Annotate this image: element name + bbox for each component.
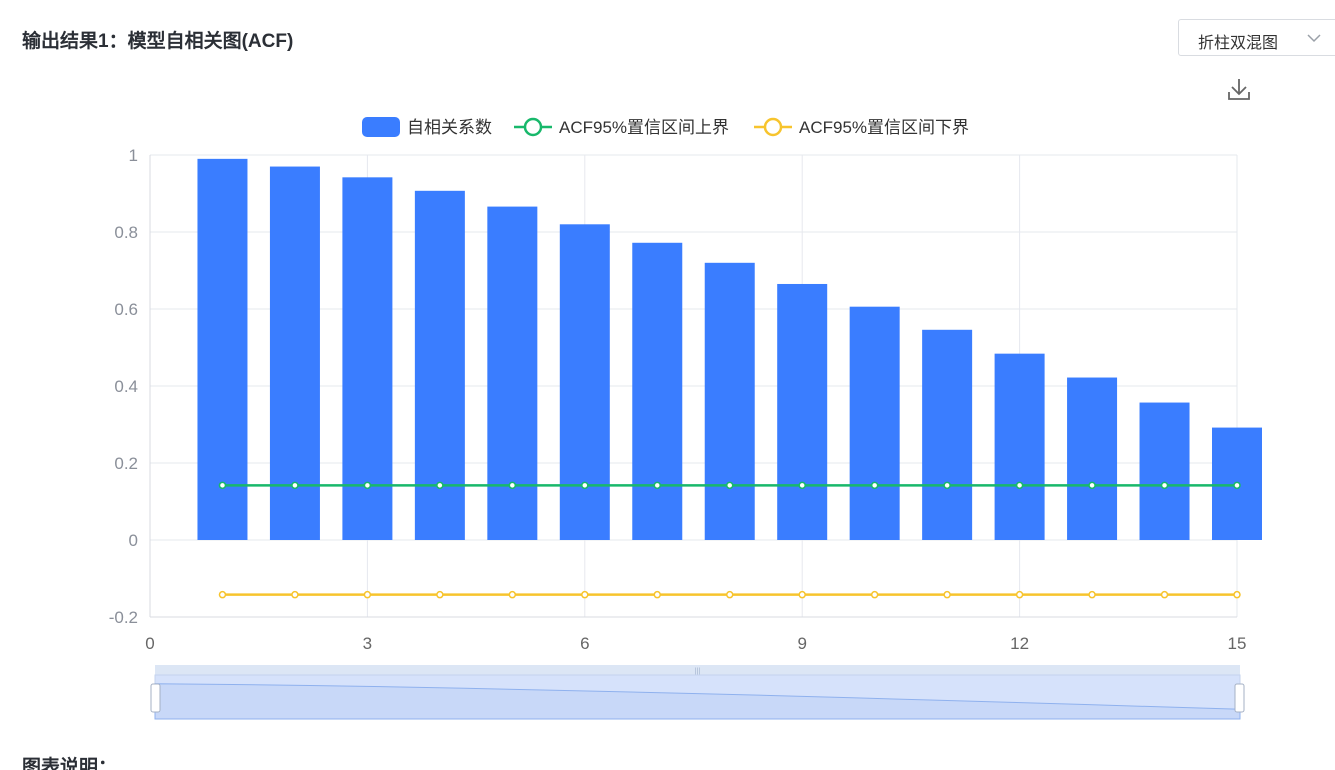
x-tick-label: 0 [145, 634, 154, 653]
y-tick-label: 0.6 [114, 300, 138, 319]
acf-bar [487, 206, 538, 540]
legend-swatch-acf [362, 117, 400, 137]
slider-left-handle [150, 683, 161, 713]
lower-bound-point [725, 590, 734, 599]
lower-bound-point [653, 590, 662, 599]
lower-bound-point [291, 590, 299, 599]
x-tick-label: 12 [1010, 634, 1029, 653]
data-zoom-slider[interactable]: ||| [150, 665, 1245, 720]
y-tick-label: -0.2 [109, 608, 138, 627]
line-series [218, 481, 1241, 599]
x-tick-label: 9 [797, 634, 806, 653]
acf-bar [849, 306, 900, 540]
acf-bar [1139, 402, 1190, 540]
chevron-down-icon [1307, 34, 1321, 43]
lower-bound-point [581, 590, 589, 599]
acf-bar [269, 166, 320, 541]
chart-type-select[interactable]: 折柱双混图 [1178, 19, 1335, 56]
y-tick-label: 1 [129, 146, 138, 165]
lower-bound-point [1088, 590, 1096, 599]
acf-bar [197, 158, 248, 540]
lower-bound-point [870, 590, 879, 599]
lower-bound-point [436, 590, 444, 599]
upper-bound-point [218, 481, 227, 490]
lower-bound-point [508, 590, 517, 599]
acf-bar [704, 262, 755, 540]
chart-type-select-value: 折柱双混图 [1198, 35, 1279, 52]
slider-grip: ||| [695, 668, 701, 675]
download-icon[interactable] [1226, 76, 1252, 102]
y-tick-label: 0 [129, 531, 138, 550]
acf-bar [559, 224, 610, 541]
lower-bound-point [943, 590, 951, 599]
acf-bar [994, 353, 1045, 540]
lower-bound-point [218, 590, 227, 599]
upper-bound-point [363, 481, 372, 490]
upper-bound-point [1160, 481, 1169, 490]
x-tick-label: 6 [580, 634, 589, 653]
upper-bound-point [436, 481, 444, 490]
legend-marker-upper [523, 117, 543, 137]
chart-legend[interactable]: 自相关系数 ACF95%置信区间上界 ACF95%置信区间下界 [362, 117, 969, 137]
upper-bound-point [653, 481, 662, 490]
acf-bar [414, 190, 465, 540]
lower-bound-point [363, 590, 372, 599]
acf-bar [1212, 427, 1262, 540]
lower-bound-point [1233, 590, 1241, 599]
upper-bound-point [725, 481, 734, 490]
x-tick-label: 3 [363, 634, 372, 653]
y-tick-label: 0.2 [114, 454, 138, 473]
slider-top-bar [155, 665, 1240, 675]
acf-bar [342, 177, 393, 540]
y-axis: 1 0.8 0.6 0.4 0.2 0 -0.2 [109, 146, 138, 627]
slider-data-shadow [154, 683, 1241, 720]
legend-label-acf: 自相关系数 [407, 118, 492, 137]
legend-marker-lower [763, 117, 783, 137]
x-tick-label: 15 [1228, 634, 1247, 653]
upper-bound-point [1088, 481, 1096, 490]
acf-bar [777, 283, 828, 540]
upper-bound-point [798, 481, 806, 490]
lower-bound-point [1015, 590, 1024, 599]
upper-bound-point [943, 481, 951, 490]
legend-label-lower: ACF95%置信区间下界 [799, 118, 969, 137]
chart-description-label: 图表说明： [22, 757, 118, 770]
x-axis: 0 3 6 9 12 15 [145, 634, 1246, 653]
acf-bar [922, 329, 973, 540]
y-tick-label: 0.8 [114, 223, 138, 242]
chart-grid [149, 154, 1238, 618]
upper-bound-point [1015, 481, 1024, 490]
upper-bound-point [508, 481, 517, 490]
lower-bound-point [798, 590, 806, 599]
legend-label-upper: ACF95%置信区间上界 [559, 118, 729, 137]
upper-bound-point [581, 481, 589, 490]
y-tick-label: 0.4 [114, 377, 138, 396]
upper-bound-point [1233, 481, 1241, 490]
lower-bound-point [1160, 590, 1169, 599]
acf-bar [632, 242, 683, 540]
upper-bound-point [870, 481, 879, 490]
acf-bar [1067, 377, 1118, 540]
page-title: 输出结果1：模型自相关图(ACF) [22, 31, 294, 52]
bar-series [197, 158, 1262, 541]
upper-bound-point [291, 481, 299, 490]
slider-right-handle [1234, 683, 1245, 713]
